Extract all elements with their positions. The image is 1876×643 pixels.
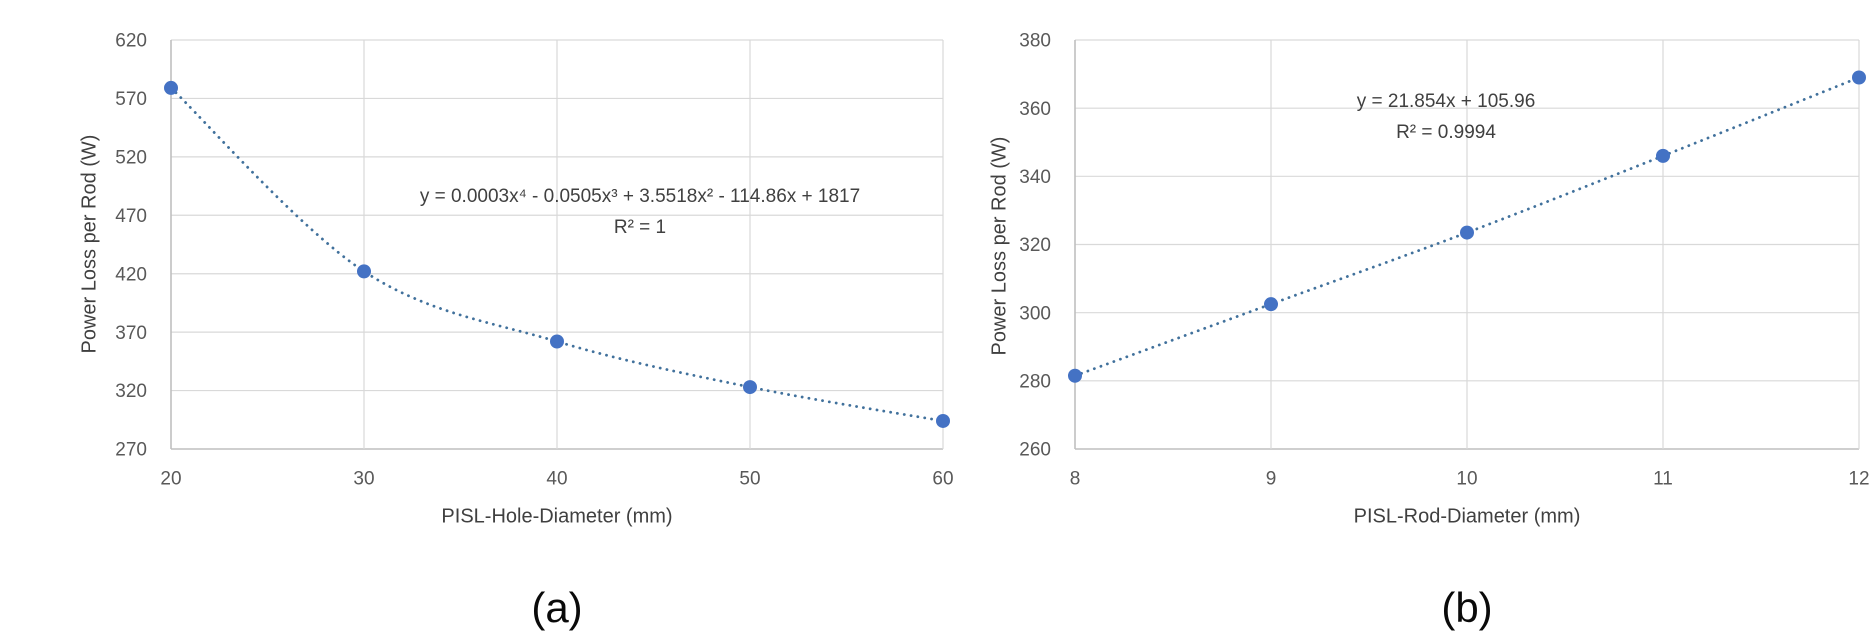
x-tick-label: 11 [1653,469,1673,490]
x-tick-label: 40 [546,469,567,490]
chart-b-r-squared-label: R² = 0.9994 [1396,122,1496,143]
chart-a-r-squared-label: R² = 1 [613,217,667,238]
chart-a-plot-area: 270 320 370 420 470 520 570 620 20 30 40 50 60 [115,31,953,490]
data-point [164,80,178,95]
y-tick-label: 520 [115,148,147,169]
chart-b-x-axis-title: PISL-Rod-Diameter (mm) [1353,505,1581,528]
y-tick-label: 370 [115,323,147,344]
chart-a-y-axis-title: Power Loss per Rod (W) [78,134,101,354]
y-tick-label: 320 [115,381,147,402]
chart-a-x-axis-title: PISL-Hole-Diameter (mm) [441,505,673,528]
x-tick-label: 9 [1266,469,1277,490]
y-tick-label: 360 [1019,99,1051,120]
chart-a-trendline-equation: y = 0.0003x⁴ - 0.0505x³ + 3.5518x² - 114… [419,186,861,207]
data-point [1852,70,1866,85]
chart-b-plot-area: 260 280 300 320 340 360 380 8 9 10 11 12 [1019,31,1869,490]
y-tick-label: 570 [115,89,147,110]
y-tick-label: 420 [115,264,147,285]
data-point [743,380,757,395]
y-tick-label: 340 [1019,167,1051,188]
x-tick-label: 8 [1070,469,1081,490]
x-tick-label: 50 [739,469,760,490]
chart-b-caption: (b) [1441,584,1493,631]
data-point [357,264,371,279]
data-point [1068,368,1082,383]
y-tick-label: 270 [115,440,147,461]
y-tick-label: 470 [115,206,147,227]
data-point [550,334,564,349]
data-point [1656,148,1670,163]
x-tick-label: 12 [1848,469,1869,490]
x-tick-label: 10 [1456,469,1477,490]
y-tick-label: 300 [1019,303,1051,324]
x-tick-label: 60 [932,469,953,490]
data-point [1264,297,1278,312]
data-point [1460,225,1474,240]
chart-a-caption: (a) [531,584,583,631]
data-point [936,413,950,428]
x-tick-label: 20 [160,469,181,490]
chart-a-trendline-annotation: y = 0.0003x⁴ - 0.0505x³ + 3.5518x² - 114… [420,181,860,243]
trendline [1073,76,1861,378]
y-tick-label: 380 [1019,31,1051,52]
y-tick-label: 620 [115,31,147,52]
y-tick-label: 260 [1019,440,1051,461]
y-tick-label: 320 [1019,235,1051,256]
chart-b-trendline-annotation: y = 21.854x + 105.96 R² = 0.9994 [1357,86,1536,148]
x-tick-label: 30 [353,469,374,490]
y-tick-label: 280 [1019,371,1051,392]
chart-b-y-axis-title: Power Loss per Rod (W) [988,136,1011,356]
chart-b-trendline-equation: y = 21.854x + 105.96 [1356,91,1536,112]
